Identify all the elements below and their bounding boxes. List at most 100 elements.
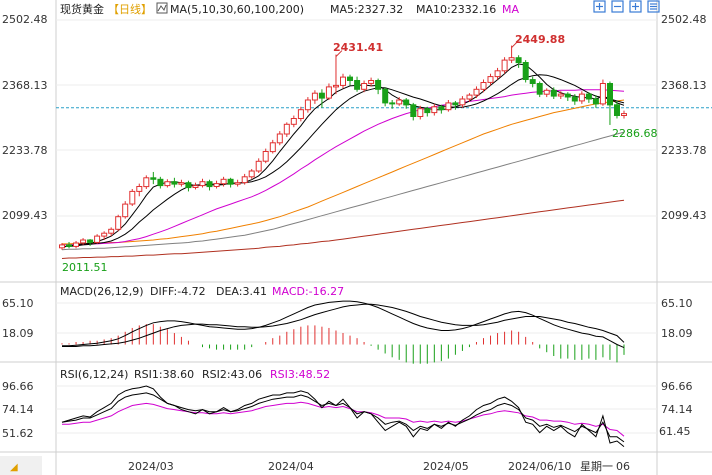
- candle-body: [403, 99, 410, 106]
- candle-body: [501, 59, 508, 72]
- candle-body: [276, 133, 283, 144]
- candle-body: [354, 80, 361, 90]
- candle-body: [550, 89, 557, 97]
- candle: [550, 87, 557, 100]
- candle-body: [375, 80, 382, 90]
- candle: [255, 158, 262, 173]
- candle-body: [592, 98, 599, 105]
- rsi1-line: [61, 385, 625, 447]
- candle: [578, 91, 585, 104]
- candle-body: [122, 203, 129, 218]
- candle: [290, 115, 297, 128]
- candle: [522, 60, 529, 83]
- candle: [206, 179, 213, 191]
- macd-panel[interactable]: [61, 300, 625, 364]
- rsi3-value: RSI3:48.52: [270, 368, 330, 381]
- axis-corner: [0, 456, 42, 475]
- candle-body: [220, 178, 227, 185]
- candle: [438, 104, 445, 114]
- candle: [614, 100, 620, 119]
- period-selector[interactable]: 【日线】: [108, 2, 152, 16]
- candle-body: [578, 93, 585, 102]
- price-tick-right-3: 2233.78: [661, 144, 707, 157]
- candle: [536, 81, 543, 98]
- zoom-in-icon[interactable]: [629, 0, 642, 13]
- ma5-value: MA5:2327.32: [330, 3, 403, 16]
- ma10-value: MA10:2332.16: [416, 3, 496, 16]
- grid-lines: [56, 19, 657, 434]
- high-marker-1: [335, 50, 343, 57]
- high-label-2: 2449.88: [515, 33, 565, 46]
- candle-body: [466, 94, 473, 100]
- price-tick-1: 2502.48: [2, 13, 48, 26]
- macd-label: MACD(26,12,9): [60, 285, 144, 298]
- candle-body: [473, 88, 480, 96]
- candle: [621, 110, 627, 119]
- candle: [403, 98, 410, 109]
- candle-body: [241, 176, 248, 184]
- candle-body: [459, 98, 466, 106]
- candle: [101, 231, 108, 241]
- candle-body: [255, 160, 262, 172]
- candle: [325, 83, 332, 100]
- candle-body: [445, 102, 452, 111]
- price-tick-3: 2233.78: [2, 144, 48, 157]
- candle: [529, 76, 536, 88]
- candle: [466, 93, 473, 102]
- candle-body: [621, 113, 627, 116]
- candle: [452, 100, 459, 110]
- candle: [396, 97, 403, 106]
- candle-body: [340, 76, 346, 86]
- ma30-line: [62, 89, 625, 246]
- candle-body: [227, 178, 234, 185]
- candle: [311, 90, 318, 104]
- candle: [494, 67, 501, 80]
- rsi-right-value: 61.45: [659, 425, 691, 438]
- candle: [564, 92, 571, 101]
- symbol-name: 现货黄金: [60, 2, 104, 16]
- rsi-tick-right-1: 96.66: [661, 380, 693, 393]
- rsi-panel[interactable]: [61, 385, 625, 447]
- candle: [241, 173, 248, 185]
- ma-toggle-icon[interactable]: [156, 2, 168, 14]
- candle-body: [248, 170, 255, 178]
- zoom-out-icon[interactable]: [611, 0, 624, 13]
- ma-toggle-glyph: [157, 4, 167, 12]
- candle: [150, 171, 157, 185]
- candle: [585, 92, 592, 103]
- add-indicator-icon[interactable]: [593, 0, 606, 13]
- candle: [220, 176, 227, 187]
- candle-body: [178, 182, 185, 185]
- candle: [234, 179, 241, 187]
- candle: [431, 103, 438, 116]
- macd-diff-line: [62, 300, 625, 349]
- candle-body: [368, 80, 375, 84]
- price-tick-4: 2099.43: [2, 209, 48, 222]
- candle: [122, 201, 129, 219]
- candle: [607, 81, 613, 125]
- macd-dea-line: [62, 303, 625, 347]
- candle-body: [522, 62, 529, 80]
- crosshair-date: 2024/06/10: [508, 460, 571, 473]
- candle-body: [213, 183, 220, 188]
- candle: [192, 182, 199, 190]
- candle: [143, 175, 150, 189]
- candle: [185, 180, 192, 192]
- candle: [424, 106, 431, 117]
- corner-marker-icon: ◢: [10, 462, 18, 473]
- candle-body: [557, 93, 564, 97]
- price-tick-right-4: 2099.43: [661, 209, 707, 222]
- candle-body: [487, 76, 494, 83]
- macd-tick-right-2: 18.09: [661, 327, 693, 340]
- candle: [354, 76, 361, 92]
- candle-body: [129, 190, 136, 205]
- candle-body: [508, 57, 515, 61]
- candle-body: [290, 118, 297, 125]
- candle-body: [396, 99, 403, 105]
- candle-body: [614, 104, 620, 117]
- settings-icon[interactable]: [647, 0, 660, 13]
- candle: [227, 177, 234, 188]
- price-panel[interactable]: [56, 41, 712, 259]
- price-tick-right-1: 2502.48: [661, 13, 707, 26]
